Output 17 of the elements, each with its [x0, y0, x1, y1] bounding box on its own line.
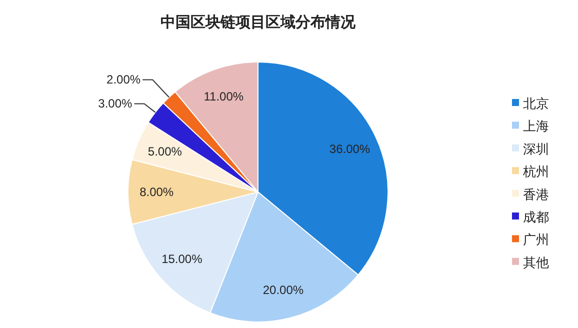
data-label: 5.00% [148, 144, 182, 159]
legend-label: 北京 [523, 96, 549, 111]
legend-label: 香港 [523, 186, 549, 202]
legend-label: 杭州 [522, 164, 549, 180]
data-label: 36.00% [329, 142, 370, 156]
legend-label: 成都 [523, 210, 549, 224]
legend-label: 广州 [523, 232, 549, 248]
data-label: 2.00% [106, 72, 141, 87]
data-label: 15.00% [162, 252, 203, 266]
data-label: 11.00% [204, 90, 244, 104]
legend-label: 深圳 [523, 141, 549, 156]
data-label: 8.00% [140, 185, 174, 199]
data-label: 20.00% [262, 283, 304, 298]
legend-label: 上海 [523, 118, 549, 134]
legend-label: 其他 [523, 254, 549, 270]
data-label: 3.00% [98, 96, 133, 111]
chart-title: 中国区块链项目区域分布情况 [160, 14, 356, 31]
